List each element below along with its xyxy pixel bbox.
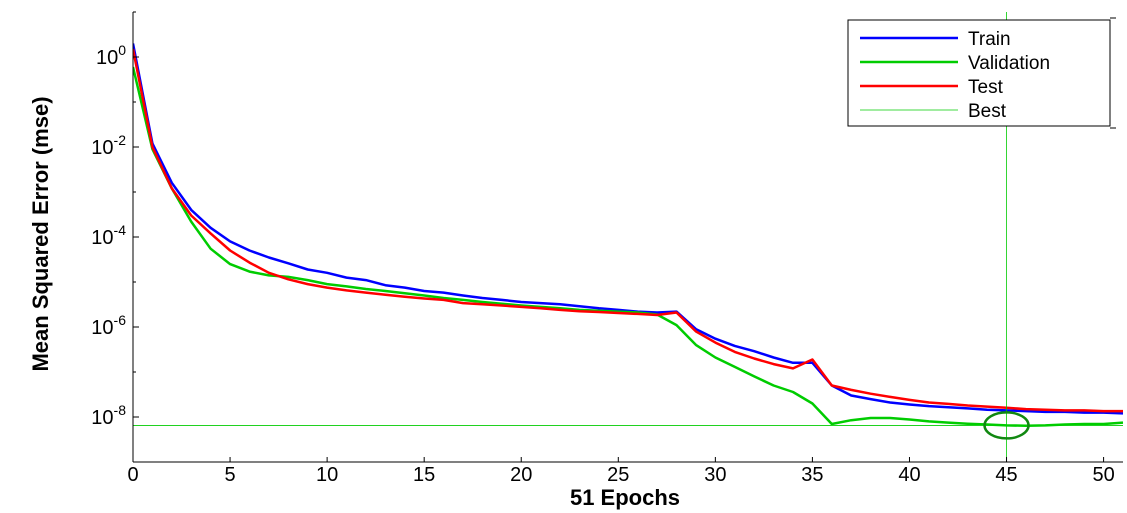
y-tick-label: 10-8 [91, 402, 126, 429]
x-tick-label: 40 [898, 464, 920, 486]
legend-label-best: Best [968, 101, 1007, 122]
series-line-test [133, 48, 1123, 413]
x-tick-label: 15 [413, 464, 435, 486]
x-tick-label: 50 [1092, 464, 1114, 486]
y-axis-title: Mean Squared Error (mse) [28, 96, 53, 371]
best-point-marker [983, 411, 1030, 440]
legend-label-validation: Validation [968, 53, 1050, 74]
x-tick-label: 35 [801, 464, 823, 486]
x-tick-label: 25 [607, 464, 629, 486]
x-tick-label: 20 [510, 464, 532, 486]
x-tick-label: 5 [224, 464, 235, 486]
x-axis-title: 51 Epochs [570, 485, 680, 510]
x-tick-label: 30 [704, 464, 726, 486]
x-tick-label: 0 [127, 464, 138, 486]
y-tick-label: 10-2 [91, 132, 126, 159]
legend-label-test: Test [968, 77, 1004, 98]
series-line-validation [133, 66, 1123, 427]
x-tick-label: 10 [316, 464, 338, 486]
legend-label-train: Train [968, 29, 1011, 50]
y-tick-label: 10-4 [91, 222, 126, 249]
y-tick-label: 10-6 [91, 312, 126, 339]
legend: Train Validation Test Best [847, 17, 1116, 129]
x-tick-label: 45 [995, 464, 1017, 486]
y-tick-label: 100 [96, 42, 126, 69]
series-line-train [133, 43, 1123, 415]
